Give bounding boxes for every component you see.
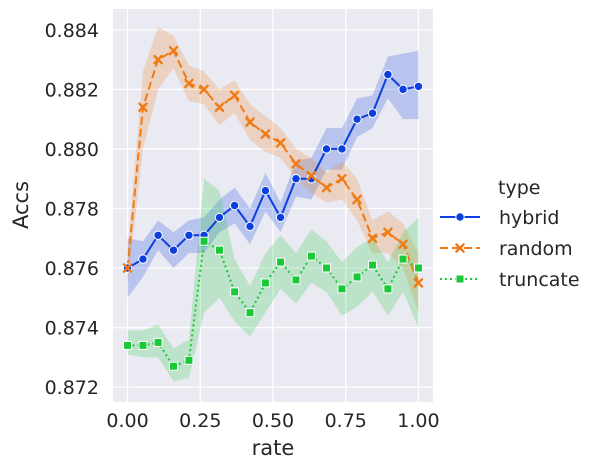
truncate-point — [153, 337, 163, 347]
y-tick-label: 0.880 — [45, 139, 99, 161]
legend-label-truncate: truncate — [499, 269, 580, 291]
truncate-point — [291, 275, 301, 285]
truncate-point — [367, 260, 377, 270]
random-point — [337, 173, 347, 184]
y-tick-label: 0.876 — [45, 258, 99, 280]
truncate-point — [352, 272, 362, 282]
hybrid-point — [352, 114, 362, 124]
hybrid-point — [398, 84, 408, 95]
x-tick-label: 0.00 — [106, 410, 148, 432]
hybrid-point — [260, 185, 271, 196]
hybrid-point — [138, 254, 148, 264]
random-point — [352, 194, 362, 205]
random-point — [184, 78, 194, 89]
y-tick-label: 0.878 — [45, 198, 99, 220]
truncate-point — [260, 278, 270, 288]
hybrid-point — [275, 212, 286, 223]
truncate-point — [276, 257, 286, 267]
hybrid-point — [383, 69, 393, 80]
y-tick-label: 0.884 — [45, 20, 99, 42]
truncate-point — [398, 254, 408, 264]
y-tick-label: 0.874 — [45, 318, 99, 340]
random-point — [168, 45, 179, 56]
x-axis-label: rate — [252, 436, 295, 460]
random-line — [126, 49, 420, 284]
legend-label-random: random — [499, 238, 573, 260]
truncate-point — [230, 287, 240, 297]
random-point — [199, 84, 209, 95]
hybrid-point — [168, 245, 179, 255]
truncate-confidence-band — [127, 178, 419, 382]
random-point — [275, 138, 286, 148]
truncate-point — [383, 284, 393, 294]
random-point — [260, 129, 271, 139]
random-point — [321, 182, 332, 193]
x-tick-label: 0.50 — [252, 410, 294, 432]
y-tick-label: 0.882 — [45, 79, 99, 101]
legend-label-hybrid: hybrid — [499, 207, 560, 229]
hybrid-point — [229, 200, 240, 211]
random-point — [383, 227, 393, 238]
hybrid-point — [337, 144, 347, 154]
x-tick-label: 0.75 — [325, 410, 367, 432]
series-markers — [122, 45, 424, 371]
x-tick-label: 0.25 — [179, 410, 221, 432]
y-tick-label: 0.872 — [45, 377, 99, 399]
random-point — [398, 239, 408, 250]
random-point — [153, 54, 163, 65]
hybrid-point — [367, 108, 378, 118]
legend-title: type — [498, 177, 540, 199]
truncate-legend-marker — [455, 274, 465, 284]
random-point — [306, 170, 317, 181]
truncate-point — [199, 236, 209, 246]
truncate-point — [138, 340, 148, 350]
random-point — [245, 117, 255, 127]
truncate-point — [169, 361, 179, 371]
truncate-point — [322, 263, 332, 273]
hybrid-point — [184, 230, 194, 240]
random-point — [291, 159, 301, 169]
truncate-point — [214, 245, 224, 255]
truncate-point — [123, 340, 133, 350]
truncate-point — [306, 251, 316, 261]
truncate-point — [245, 308, 255, 318]
hybrid-point — [291, 174, 301, 184]
legend: type hybrid random truncate — [440, 177, 580, 291]
hybrid-point — [321, 144, 332, 154]
random-confidence-band — [127, 26, 419, 313]
hybrid-point — [245, 221, 255, 232]
truncate-point — [184, 355, 194, 365]
random-point — [214, 102, 225, 113]
random-point — [122, 263, 133, 273]
hybrid-legend-marker — [455, 212, 465, 222]
y-axis-label: Accs — [9, 181, 33, 229]
random-point — [138, 102, 148, 113]
hybrid-point — [214, 212, 225, 223]
truncate-point — [413, 263, 423, 273]
hybrid-point — [413, 81, 424, 92]
random-point — [367, 233, 378, 244]
tick-labels: 0.00 0.25 0.50 0.75 1.00 0.872 0.874 0.876 0.878… — [45, 20, 440, 432]
random-legend-marker — [455, 243, 465, 253]
hybrid-point — [153, 230, 163, 240]
truncate-point — [337, 284, 347, 294]
random-point — [413, 278, 424, 288]
random-point — [229, 90, 240, 101]
x-tick-label: 1.00 — [397, 410, 439, 432]
